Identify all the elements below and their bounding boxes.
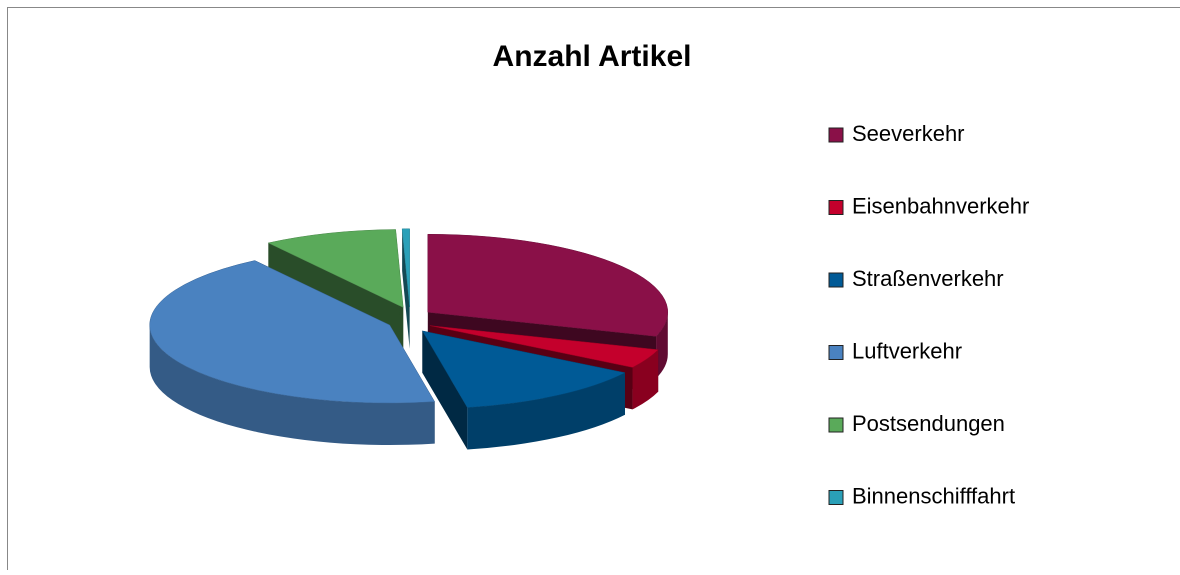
- legend-label: Eisenbahnverkehr: [852, 193, 1029, 218]
- legend-swatch: [829, 273, 843, 287]
- legend-swatch: [829, 418, 843, 432]
- legend-label: Straßenverkehr: [852, 266, 1004, 291]
- legend-label: Luftverkehr: [852, 338, 962, 363]
- legend-swatch: [829, 201, 843, 215]
- legend-swatch: [829, 346, 843, 360]
- legend-swatch: [829, 128, 843, 142]
- legend-label: Postsendungen: [852, 411, 1005, 436]
- chart-title: Anzahl Artikel: [493, 40, 692, 73]
- legend-swatch: [829, 491, 843, 505]
- legend-label: Seeverkehr: [852, 121, 965, 146]
- legend-label: Binnenschifffahrt: [852, 483, 1015, 508]
